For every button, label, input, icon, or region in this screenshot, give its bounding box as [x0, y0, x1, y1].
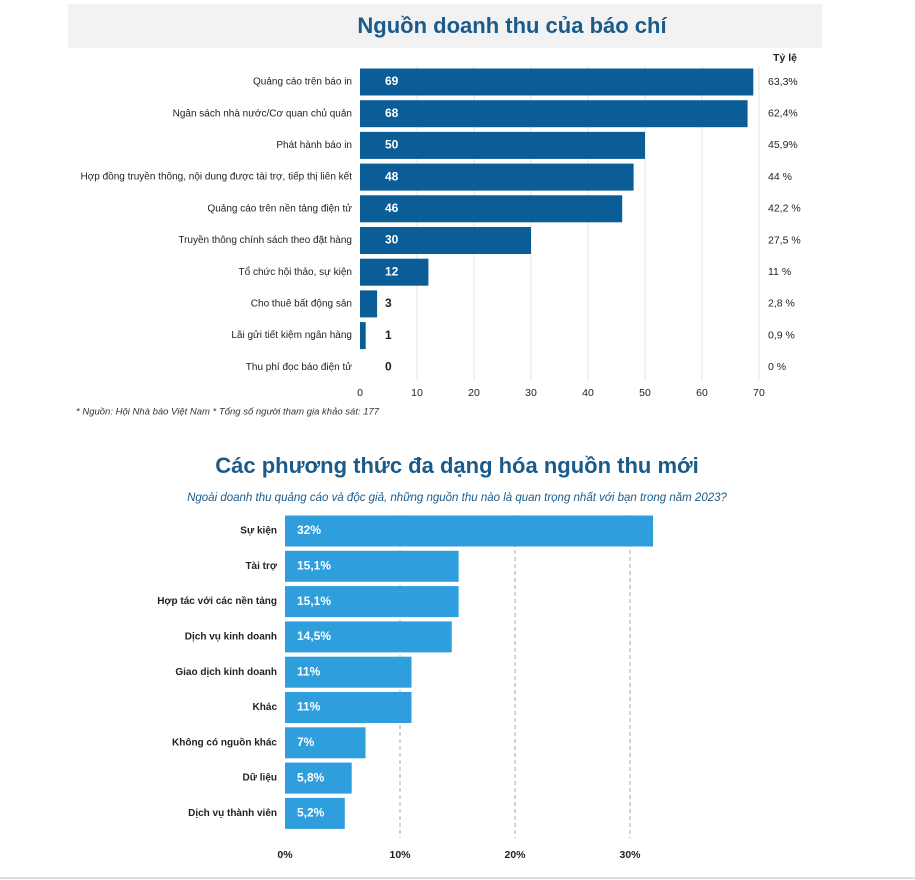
- category-label: Dịch vụ kinh doanh: [185, 632, 277, 643]
- x-tick-label: 70: [753, 387, 765, 399]
- share-header: Tỷ lệ: [773, 52, 797, 64]
- title-band: [68, 4, 822, 48]
- share-label: 42,2 %: [768, 203, 801, 215]
- value-label: 15,1%: [297, 558, 331, 572]
- value-label: 5,2%: [297, 806, 325, 820]
- x-tick-label: 30%: [619, 849, 641, 861]
- bar: [285, 621, 452, 653]
- bar: [360, 258, 429, 286]
- share-label: 62,4%: [768, 107, 798, 119]
- chart-title: Các phương thức đa dạng hóa nguồn thu mớ…: [215, 453, 699, 478]
- value-label: 46: [385, 201, 399, 215]
- value-label: 0: [385, 359, 392, 373]
- category-label: Không có nguồn khác: [172, 736, 277, 748]
- chart-subtitle: Ngoài doanh thu quảng cáo và độc giả, nh…: [187, 492, 727, 504]
- x-tick-label: 10%: [389, 849, 411, 861]
- category-label: Sự kiện: [240, 526, 277, 537]
- value-label: 30: [385, 233, 399, 247]
- share-label: 45,9%: [768, 139, 798, 151]
- value-label: 5,8%: [297, 770, 325, 784]
- bar: [285, 692, 412, 723]
- category-label: Hợp đồng truyền thông, nội dung được tài…: [80, 171, 352, 183]
- share-label: 2,8 %: [768, 298, 795, 310]
- category-label: Ngân sách nhà nước/Cơ quan chủ quản: [173, 107, 352, 119]
- bar: [285, 727, 366, 759]
- value-label: 1: [385, 328, 392, 342]
- bar: [285, 515, 653, 547]
- bar: [285, 586, 459, 618]
- value-label: 69: [385, 74, 399, 88]
- category-label: Tài trợ: [245, 561, 277, 572]
- category-label: Quảng cáo trên báo in: [253, 77, 352, 88]
- footnote: * Nguồn: Hội Nhà báo Việt Nam * Tổng số …: [76, 407, 380, 418]
- bar: [360, 227, 531, 254]
- bar: [285, 797, 345, 829]
- x-tick-label: 50: [639, 387, 651, 399]
- chart-title: Nguồn doanh thu của báo chí: [357, 13, 667, 38]
- bar: [360, 195, 623, 223]
- category-label: Tổ chức hội thảo, sự kiện: [239, 266, 352, 278]
- bar: [360, 290, 378, 318]
- value-label: 11%: [297, 700, 321, 714]
- value-label: 7%: [297, 735, 315, 749]
- bar: [285, 656, 412, 688]
- value-label: 15,1%: [297, 594, 331, 608]
- category-label: Lãi gửi tiết kiệm ngân hàng: [231, 329, 352, 341]
- value-label: 12: [385, 264, 399, 278]
- x-tick-label: 10: [411, 387, 423, 399]
- category-label: Giao dịch kinh doanh: [175, 667, 277, 678]
- share-label: 11 %: [768, 266, 791, 278]
- value-label: 3: [385, 296, 392, 310]
- value-label: 68: [385, 106, 399, 120]
- category-label: Cho thuê bất động sản: [251, 298, 352, 310]
- share-label: 27,5 %: [768, 234, 801, 246]
- value-label: 11%: [297, 664, 321, 678]
- category-label: Hợp tác với các nền tảng: [157, 595, 277, 607]
- x-tick-label: 60: [696, 387, 708, 399]
- category-label: Khác: [253, 702, 278, 713]
- x-tick-label: 40: [582, 387, 594, 399]
- category-label: Dữ liệu: [243, 773, 277, 784]
- x-tick-label: 0: [357, 387, 363, 399]
- value-label: 48: [385, 169, 399, 183]
- category-label: Phát hành báo in: [276, 140, 352, 151]
- share-label: 63,3%: [768, 76, 798, 88]
- bar: [285, 550, 459, 582]
- bar: [360, 163, 634, 191]
- category-label: Dịch vụ thành viên: [188, 808, 277, 819]
- value-label: 32%: [297, 523, 321, 537]
- category-label: Thu phí đọc báo điện tử: [246, 361, 353, 373]
- bar: [360, 100, 748, 128]
- value-label: 14,5%: [297, 629, 331, 643]
- x-tick-label: 30: [525, 387, 537, 399]
- x-tick-label: 20: [468, 387, 480, 399]
- category-label: Truyền thông chính sách theo đặt hàng: [178, 234, 352, 246]
- x-tick-label: 0%: [277, 849, 293, 861]
- value-label: 50: [385, 138, 399, 152]
- share-label: 0,9 %: [768, 329, 795, 341]
- bar: [285, 762, 352, 794]
- bar: [360, 131, 645, 159]
- x-tick-label: 20%: [504, 849, 526, 861]
- share-label: 0 %: [768, 361, 786, 373]
- bar: [360, 322, 366, 350]
- share-label: 44 %: [768, 171, 792, 183]
- category-label: Quảng cáo trên nền tảng điện tử: [207, 202, 352, 214]
- bar: [360, 68, 754, 96]
